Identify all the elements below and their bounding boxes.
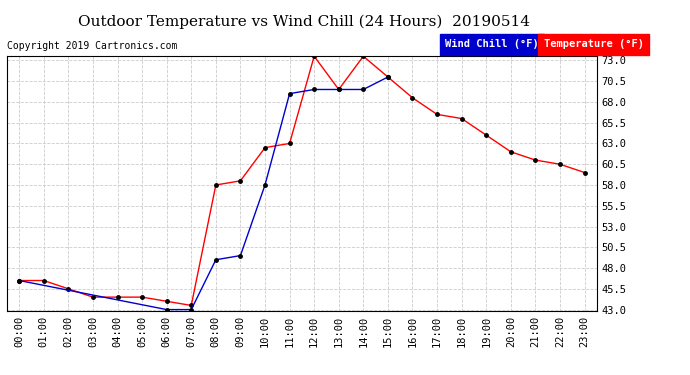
Text: Copyright 2019 Cartronics.com: Copyright 2019 Cartronics.com: [7, 41, 177, 51]
Text: Temperature (°F): Temperature (°F): [544, 39, 644, 50]
Text: Wind Chill (°F): Wind Chill (°F): [445, 39, 539, 50]
Text: Outdoor Temperature vs Wind Chill (24 Hours)  20190514: Outdoor Temperature vs Wind Chill (24 Ho…: [77, 15, 530, 29]
